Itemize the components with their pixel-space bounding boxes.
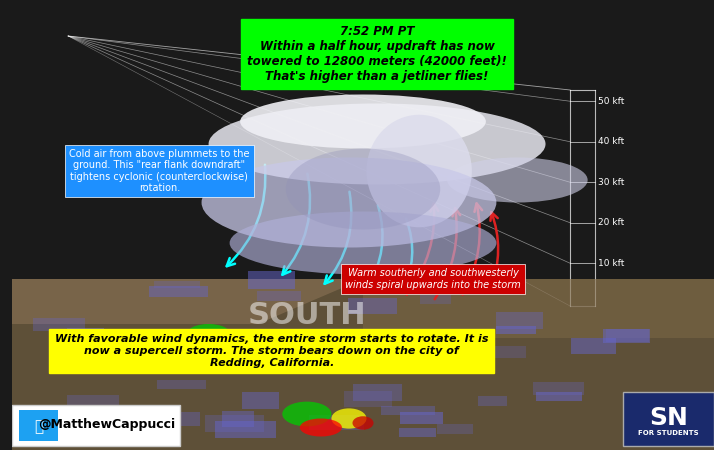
Bar (400, 412, 443, 424)
Ellipse shape (366, 115, 472, 227)
Ellipse shape (282, 401, 331, 427)
Bar (381, 406, 435, 415)
Ellipse shape (331, 409, 366, 428)
Bar (436, 424, 473, 434)
Ellipse shape (230, 212, 496, 274)
Bar (149, 350, 203, 359)
Bar (421, 293, 451, 305)
Text: 7:52 PM PT
Within a half hour, updraft has now
towered to 12800 meters (42000 fe: 7:52 PM PT Within a half hour, updraft h… (247, 25, 507, 83)
Bar (242, 392, 279, 409)
Ellipse shape (447, 158, 588, 202)
Bar (161, 412, 199, 426)
Polygon shape (12, 279, 363, 324)
Bar (157, 380, 206, 389)
Bar (215, 421, 276, 438)
Bar (205, 415, 264, 432)
Bar (603, 328, 650, 343)
Bar (154, 281, 200, 288)
Bar (533, 382, 584, 396)
FancyBboxPatch shape (19, 410, 58, 441)
Bar (496, 312, 543, 329)
Text: SOUTH: SOUTH (248, 301, 366, 329)
FancyBboxPatch shape (623, 392, 714, 446)
Text: SN: SN (649, 405, 688, 430)
Bar (309, 415, 364, 430)
Text: 50 kft: 50 kft (598, 97, 625, 106)
Bar (303, 340, 341, 357)
Text: Warm southerly and southwesterly
winds spiral upwards into the storm: Warm southerly and southwesterly winds s… (346, 268, 521, 290)
Bar (33, 318, 85, 331)
Text: 30 kft: 30 kft (598, 178, 625, 187)
Bar (90, 333, 146, 345)
Ellipse shape (212, 338, 247, 355)
Bar (496, 326, 536, 334)
Bar (398, 428, 436, 437)
Bar (222, 410, 253, 427)
Bar (536, 392, 582, 400)
Bar (348, 297, 398, 314)
Ellipse shape (353, 416, 373, 430)
Text: @MatthewCappucci: @MatthewCappucci (39, 418, 176, 431)
Text: FOR STUDENTS: FOR STUDENTS (638, 430, 699, 436)
Ellipse shape (286, 148, 441, 230)
Bar (248, 271, 295, 288)
Text: 🐦: 🐦 (34, 419, 44, 435)
Polygon shape (363, 279, 714, 338)
Ellipse shape (236, 331, 265, 344)
Ellipse shape (208, 104, 545, 184)
Bar (67, 328, 104, 344)
FancyBboxPatch shape (12, 405, 181, 446)
Bar (571, 338, 615, 354)
Ellipse shape (240, 94, 486, 148)
Bar (353, 384, 402, 401)
Bar (343, 392, 392, 407)
Bar (471, 346, 526, 359)
Bar (256, 291, 301, 301)
Bar (606, 329, 649, 342)
Bar (478, 396, 508, 406)
Polygon shape (12, 279, 714, 450)
Ellipse shape (201, 158, 496, 248)
Bar (67, 396, 119, 405)
Bar (154, 355, 183, 364)
Text: 20 kft: 20 kft (598, 218, 625, 227)
Text: With favorable wind dynamics, the entire storm starts to rotate. It is
now a sup: With favorable wind dynamics, the entire… (55, 334, 488, 368)
Ellipse shape (188, 324, 230, 342)
Text: 40 kft: 40 kft (598, 137, 625, 146)
Bar (149, 287, 208, 297)
Text: 10 kft: 10 kft (598, 259, 625, 268)
Ellipse shape (300, 418, 342, 436)
Text: Cold air from above plummets to the
ground. This "rear flank downdraft"
tightens: Cold air from above plummets to the grou… (69, 148, 250, 194)
